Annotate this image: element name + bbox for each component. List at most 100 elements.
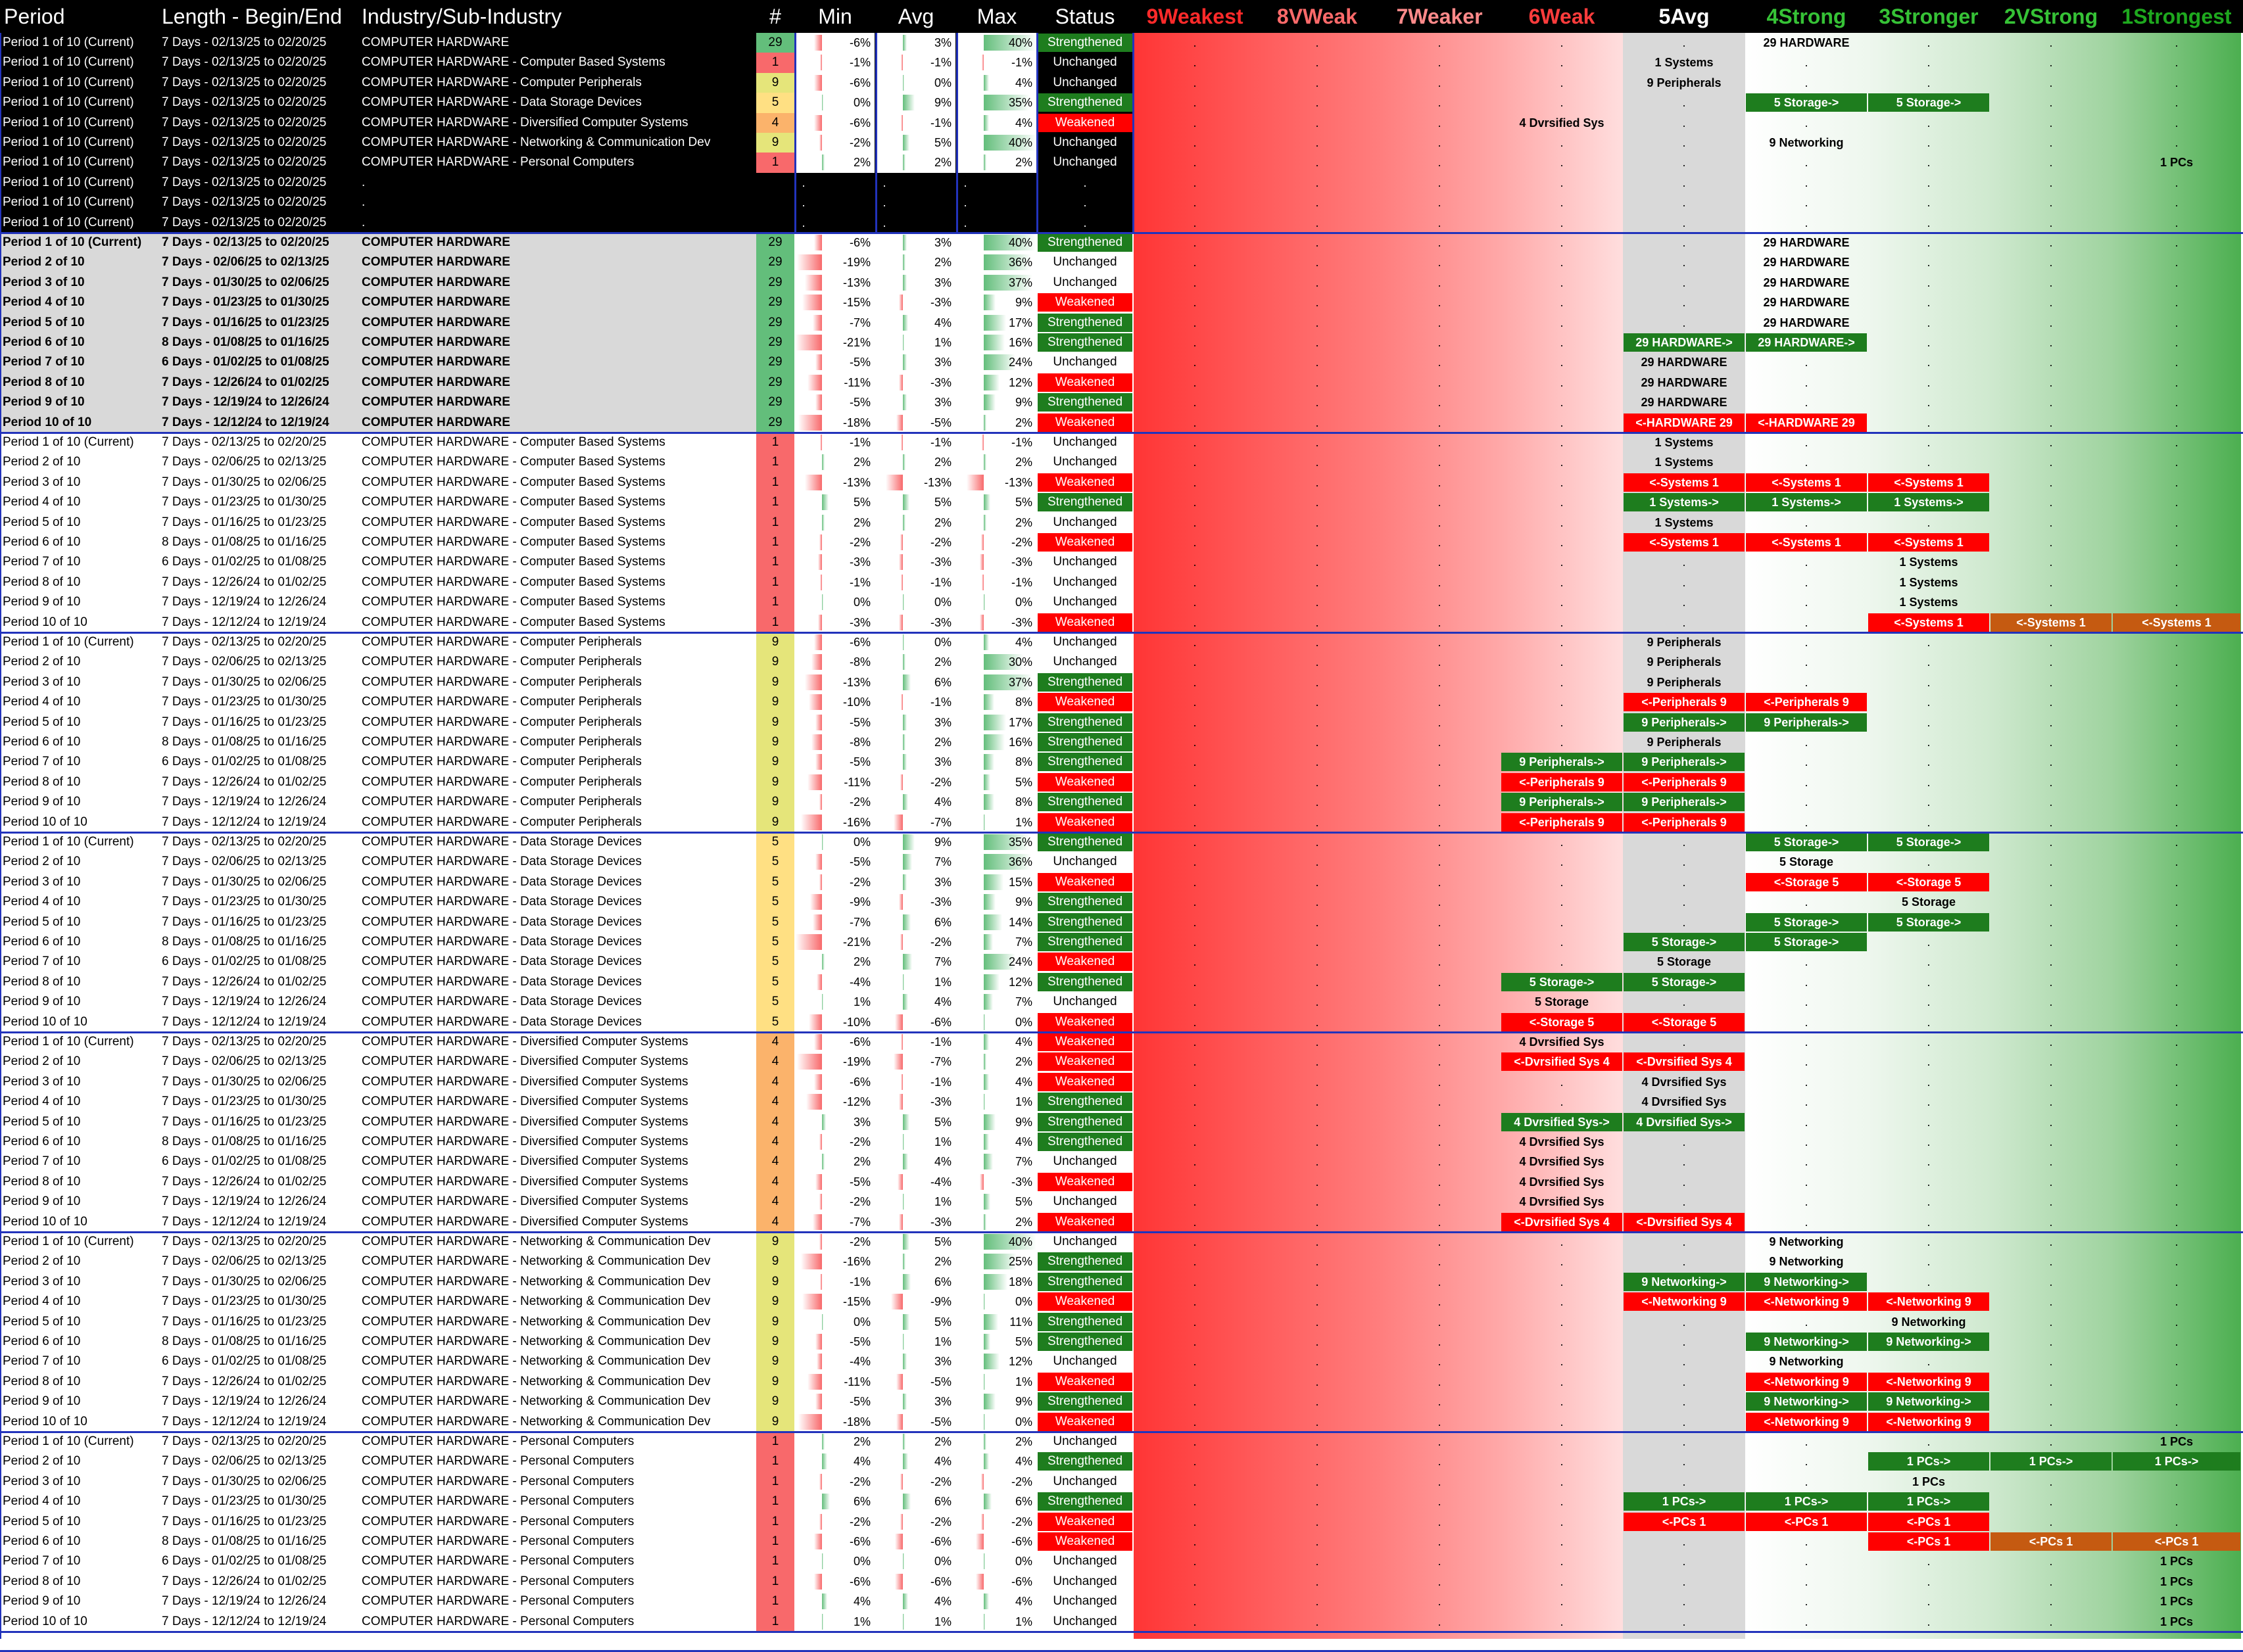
header-length[interactable]: Length - Begin/End [162,5,342,28]
table-row[interactable]: Period 1 of 10 (Current) 7 Days - 02/13/2… [0,1032,2243,1052]
table-row[interactable]: Period 7 of 10 6 Days - 01/02/25 to 01/08… [0,1152,2243,1172]
table-row[interactable]: Period 8 of 10 7 Days - 12/26/24 to 01/02… [0,1171,2243,1192]
table-row[interactable]: Period 3 of 10 7 Days - 01/30/25 to 02/06… [0,1271,2243,1292]
table-row[interactable]: Period 1 of 10 (Current) 7 Days - 02/13/2… [0,433,2243,453]
table-row[interactable]: Period 6 of 10 8 Days - 01/08/25 to 01/16… [0,932,2243,953]
header-zone-1[interactable]: 1Strongest [2121,5,2232,28]
table-row[interactable]: Period 8 of 10 7 Days - 12/26/24 to 01/02… [0,772,2243,793]
table-row[interactable]: Period 1 of 10 (Current) 7 Days - 02/13/2… [0,212,2243,233]
table-row[interactable]: Period 2 of 10 7 Days - 02/06/25 to 02/13… [0,452,2243,473]
table-row[interactable]: Period 4 of 10 7 Days - 01/23/25 to 01/30… [0,892,2243,912]
table-row[interactable]: Period 4 of 10 7 Days - 01/23/25 to 01/30… [0,492,2243,513]
table-row[interactable]: Period 7 of 10 6 Days - 01/02/25 to 01/08… [0,1551,2243,1572]
table-row[interactable]: Period 2 of 10 7 Days - 02/06/25 to 02/13… [0,1451,2243,1472]
table-row[interactable]: Period 1 of 10 (Current) 7 Days - 02/13/2… [0,193,2243,213]
table-row[interactable]: Period 4 of 10 7 Days - 01/23/25 to 01/30… [0,692,2243,713]
header-period[interactable]: Period [4,5,65,28]
table-row[interactable]: Period 5 of 10 7 Days - 01/16/25 to 01/23… [0,912,2243,932]
table-row[interactable]: Period 7 of 10 6 Days - 01/02/25 to 01/08… [0,752,2243,772]
table-row[interactable]: Period 4 of 10 7 Days - 01/23/25 to 01/30… [0,1292,2243,1312]
table-row[interactable]: Period 1 of 10 (Current) 7 Days - 02/13/2… [0,112,2243,133]
header-status[interactable]: Status [1055,5,1115,28]
header-avg[interactable]: Avg [898,5,934,28]
table-row[interactable]: Period 10 of 10 7 Days - 12/12/24 to 12/1… [0,612,2243,632]
table-row[interactable]: Period 2 of 10 7 Days - 02/06/25 to 02/13… [0,252,2243,273]
header-zone-2[interactable]: 2VStrong [2004,5,2098,28]
table-row[interactable]: Period 8 of 10 7 Days - 12/26/24 to 01/02… [0,372,2243,393]
table-row[interactable]: Period 8 of 10 7 Days - 12/26/24 to 01/02… [0,1571,2243,1592]
table-row[interactable]: Period 3 of 10 7 Days - 01/30/25 to 02/06… [0,472,2243,493]
table-row[interactable]: Period 4 of 10 7 Days - 01/23/25 to 01/30… [0,293,2243,313]
table-row[interactable]: Period 10 of 10 7 Days - 12/12/24 to 12/1… [0,812,2243,832]
table-row[interactable]: Period 2 of 10 7 Days - 02/06/25 to 02/13… [0,1052,2243,1072]
zone-dot: . [1315,935,1319,949]
table-row[interactable]: Period 5 of 10 7 Days - 01/16/25 to 01/23… [0,1112,2243,1132]
table-row[interactable]: Period 9 of 10 7 Days - 12/19/24 to 12/26… [0,792,2243,813]
header-zone-8[interactable]: 8VWeak [1276,5,1358,28]
table-row[interactable]: Period 1 of 10 (Current) 7 Days - 02/13/2… [0,93,2243,113]
table-row[interactable]: Period 6 of 10 8 Days - 01/08/25 to 01/16… [0,1532,2243,1552]
table-row[interactable]: Period 9 of 10 7 Days - 12/19/24 to 12/26… [0,392,2243,413]
table-row[interactable]: Period 3 of 10 7 Days - 01/30/25 to 02/06… [0,1471,2243,1492]
table-row[interactable]: Period 10 of 10 7 Days - 12/12/24 to 12/1… [0,1611,2243,1632]
table-row[interactable]: Period 5 of 10 7 Days - 01/16/25 to 01/23… [0,712,2243,732]
table-row[interactable]: Period 10 of 10 7 Days - 12/12/24 to 12/1… [0,1212,2243,1232]
table-row[interactable]: Period 6 of 10 8 Days - 01/08/25 to 01/16… [0,333,2243,353]
table-row[interactable]: Period 5 of 10 7 Days - 01/16/25 to 01/23… [0,312,2243,333]
header-zone-7[interactable]: 7Weaker [1396,5,1483,28]
table-row[interactable]: Period 5 of 10 7 Days - 01/16/25 to 01/23… [0,512,2243,532]
table-row[interactable]: Period 1 of 10 (Current) 7 Days - 02/13/2… [0,632,2243,653]
table-row[interactable]: Period 1 of 10 (Current) 7 Days - 02/13/2… [0,153,2243,173]
table-row[interactable]: Period 1 of 10 (Current) 7 Days - 02/13/2… [0,233,2243,253]
table-row[interactable]: Period 9 of 10 7 Days - 12/19/24 to 12/26… [0,1392,2243,1412]
table-row[interactable]: Period 7 of 10 6 Days - 01/02/25 to 01/08… [0,1352,2243,1372]
table-row[interactable]: Period 10 of 10 7 Days - 12/12/24 to 12/1… [0,1012,2243,1032]
table-row[interactable]: Period 9 of 10 7 Days - 12/19/24 to 12/26… [0,1592,2243,1612]
table-row[interactable]: Period 9 of 10 7 Days - 12/19/24 to 12/26… [0,992,2243,1012]
table-row[interactable]: Period 7 of 10 6 Days - 01/02/25 to 01/08… [0,552,2243,573]
header-zone-3[interactable]: 3Stronger [1879,5,1979,28]
table-row[interactable]: Period 8 of 10 7 Days - 12/26/24 to 01/02… [0,972,2243,993]
table-row[interactable]: Period 3 of 10 7 Days - 01/30/25 to 02/06… [0,872,2243,893]
table-row[interactable]: Period 9 of 10 7 Days - 12/19/24 to 12/26… [0,1192,2243,1212]
table-row[interactable]: Period 1 of 10 (Current) 7 Days - 02/13/2… [0,72,2243,93]
table-row[interactable]: Period 2 of 10 7 Days - 02/06/25 to 02/13… [0,652,2243,673]
table-row[interactable]: Period 5 of 10 7 Days - 01/16/25 to 01/23… [0,1311,2243,1332]
table-row[interactable]: Period 7 of 10 6 Days - 01/02/25 to 01/08… [0,952,2243,972]
table-row[interactable]: Period 1 of 10 (Current) 7 Days - 02/13/2… [0,172,2243,193]
table-row[interactable]: Period 5 of 10 7 Days - 01/16/25 to 01/23… [0,1511,2243,1532]
zone-move-label: 1 PCs-> [2113,1452,2240,1471]
table-row[interactable]: Period 10 of 10 7 Days - 12/12/24 to 12/1… [0,412,2243,433]
header-zone-6[interactable]: 6Weak [1528,5,1595,28]
table-row[interactable]: Period 2 of 10 7 Days - 02/06/25 to 02/13… [0,1252,2243,1272]
table-row[interactable]: Period 1 of 10 (Current) 7 Days - 02/13/2… [0,1232,2243,1252]
table-row[interactable]: Period 1 of 10 (Current) 7 Days - 02/13/2… [0,133,2243,153]
table-row[interactable]: Period 9 of 10 7 Days - 12/19/24 to 12/26… [0,592,2243,613]
header-zone-4[interactable]: 4Strong [1766,5,1846,28]
table-row[interactable]: Period 1 of 10 (Current) 7 Days - 02/13/2… [0,53,2243,73]
table-row[interactable]: Period 2 of 10 7 Days - 02/06/25 to 02/13… [0,852,2243,872]
header-industry[interactable]: Industry/Sub-Industry [362,5,562,28]
table-row[interactable]: Period 1 of 10 (Current) 7 Days - 02/13/2… [0,33,2243,53]
table-row[interactable]: Period 6 of 10 8 Days - 01/08/25 to 01/16… [0,1332,2243,1352]
header-zone-9[interactable]: 9Weakest [1146,5,1243,28]
header-count[interactable]: # [769,5,781,28]
table-row[interactable]: Period 3 of 10 7 Days - 01/30/25 to 02/06… [0,1072,2243,1093]
table-row[interactable]: Period 7 of 10 6 Days - 01/02/25 to 01/08… [0,352,2243,373]
table-row[interactable]: Period 3 of 10 7 Days - 01/30/25 to 02/06… [0,272,2243,293]
table-row[interactable]: Period 8 of 10 7 Days - 12/26/24 to 01/02… [0,572,2243,593]
table-row[interactable]: Period 8 of 10 7 Days - 12/26/24 to 01/02… [0,1371,2243,1392]
header-max[interactable]: Max [977,5,1017,28]
table-row[interactable]: Period 6 of 10 8 Days - 01/08/25 to 01/16… [0,532,2243,553]
table-row[interactable]: Period 1 of 10 (Current) 7 Days - 02/13/2… [0,832,2243,853]
zone-move-label: 5 Storage-> [1624,972,1745,991]
table-row[interactable]: Period 1 of 10 (Current) 7 Days - 02/13/2… [0,1432,2243,1452]
table-row[interactable]: Period 10 of 10 7 Days - 12/12/24 to 12/1… [0,1411,2243,1432]
table-row[interactable]: Period 6 of 10 8 Days - 01/08/25 to 01/16… [0,732,2243,753]
header-min[interactable]: Min [818,5,852,28]
table-row[interactable]: Period 4 of 10 7 Days - 01/23/25 to 01/30… [0,1492,2243,1512]
table-row[interactable]: Period 6 of 10 8 Days - 01/08/25 to 01/16… [0,1132,2243,1152]
table-row[interactable]: Period 3 of 10 7 Days - 01/30/25 to 02/06… [0,672,2243,693]
header-zone-5[interactable]: 5Avg [1658,5,1710,28]
table-row[interactable]: Period 4 of 10 7 Days - 01/23/25 to 01/30… [0,1092,2243,1112]
